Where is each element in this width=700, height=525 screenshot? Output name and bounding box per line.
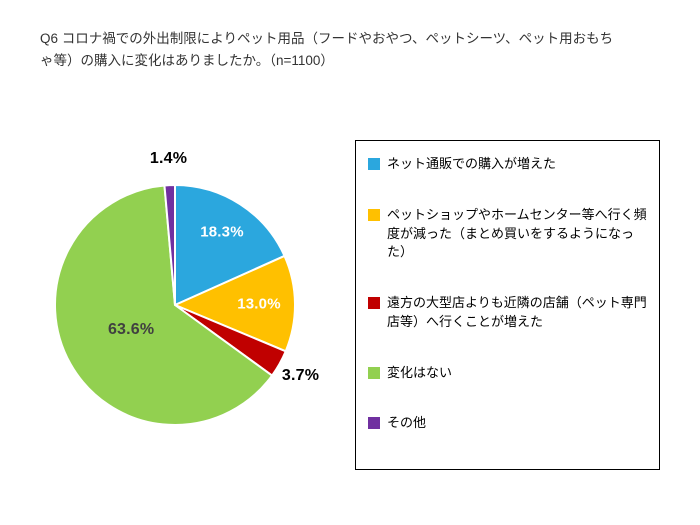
pie-slice-label: 18.3% [200,223,244,241]
pie-svg [54,184,296,426]
legend-item: その他 [368,414,647,433]
pie-slice-1 [174,254,296,353]
legend-item: 遠方の大型店よりも近隣の店舗（ペット専門店等）へ行くことが増えた [368,294,647,332]
legend-swatch [368,208,380,221]
legend-swatch [368,417,380,430]
legend-label: ペットショップやホームセンター等へ行く頻度が減った（まとめ買いをするようになった… [387,206,647,260]
pie-slice-label: 1.4% [149,149,188,167]
pie-slice-3 [54,184,274,426]
pie-slice-0 [174,184,286,306]
pie-slice-label: 3.7% [281,366,320,384]
legend-swatch [368,297,380,309]
legend-label: 変化はない [387,364,453,380]
pie-chart: 18.3% 13.0% 3.7% 63.6% 1.4% [30,140,370,460]
legend-item: ネット通販での購入が増えた [368,155,647,174]
legend-label: その他 [387,415,427,431]
legend: ネット通販での購入が増えたペットショップやホームセンター等へ行く頻度が減った（ま… [355,140,660,470]
legend-item: ペットショップやホームセンター等へ行く頻度が減った（まとめ買いをするようになった… [368,206,647,263]
chart-title: Q6 コロナ禍での外出制限によりペット用品（フードやおやつ、ペットシーツ、ペット… [40,31,614,69]
pie-slice-label: 63.6% [107,320,155,338]
legend-item: 変化はない [368,364,647,383]
legend-label: ネット通販での購入が増えた [387,156,557,171]
pie-slice-label: 13.0% [237,295,281,313]
legend-swatch [368,366,380,379]
legend-label: 遠方の大型店よりも近隣の店舗（ペット専門店等）へ行くことが増えた [387,295,647,329]
pie-slice-4 [163,184,176,306]
legend-swatch [368,158,380,170]
